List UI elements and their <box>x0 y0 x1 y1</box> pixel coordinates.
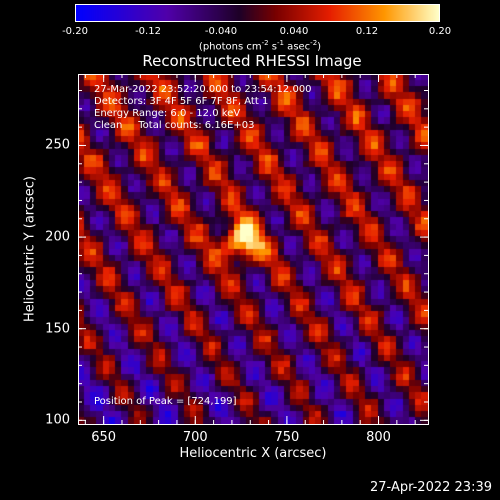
energy-range-text: Energy Range: 6.0 - 12.0 keV <box>94 108 241 119</box>
plot-border <box>78 74 429 425</box>
units-text: asec <box>284 41 311 53</box>
y-tick-label: 250 <box>45 137 70 153</box>
x-tick-label: 800 <box>366 430 391 445</box>
x-tick-label: 750 <box>274 430 300 445</box>
colorbar-tick-label: 0.20 <box>428 26 452 37</box>
detectors-text: Detectors: 3F 4F 5F 6F 7F 8F, Att 1 <box>94 96 269 107</box>
image-title: Reconstructed RHESSI Image <box>142 52 362 70</box>
colorbar-tick-label: 0.12 <box>355 26 379 37</box>
units-text: ) <box>317 41 322 53</box>
y-axis-label: Heliocentric Y (arcsec) <box>22 176 38 322</box>
colorbar-tick-label: -0.12 <box>135 26 161 37</box>
colorbar-tick-label: 0.040 <box>279 26 309 37</box>
units-exponent: -2 <box>310 39 318 47</box>
clean-counts-text: Clean Total counts: 6.16E+03 <box>94 120 255 131</box>
x-tick-label: 650 <box>91 430 117 445</box>
colorbar-tick-label: -0.20 <box>62 26 88 37</box>
y-tick-label: 200 <box>45 229 70 245</box>
x-tick-label: 700 <box>182 430 208 445</box>
units-exponent: -1 <box>277 39 285 47</box>
y-tick-label: 100 <box>45 412 70 428</box>
units-exponent: -2 <box>261 39 269 47</box>
x-axis-label: Heliocentric X (arcsec) <box>179 446 327 461</box>
colorbar-tick-label: -0.040 <box>204 26 238 37</box>
peak-position-text: Position of Peak = [724,199] <box>94 396 237 407</box>
colorbar-units: (photons cm-2 s-1 asec-2) <box>199 39 321 52</box>
timestamp-footer: 27-Apr-2022 23:39 <box>370 480 492 495</box>
units-text: s <box>268 41 278 53</box>
axis-tickmarks <box>78 74 428 424</box>
y-tick-label: 150 <box>45 321 70 337</box>
rhessi-image <box>78 74 428 424</box>
units-text: (photons cm <box>198 41 262 53</box>
colorbar <box>75 4 440 22</box>
time-range-text: 27-Mar-2022 23:52:20.000 to 23:54:12.000 <box>94 84 312 95</box>
